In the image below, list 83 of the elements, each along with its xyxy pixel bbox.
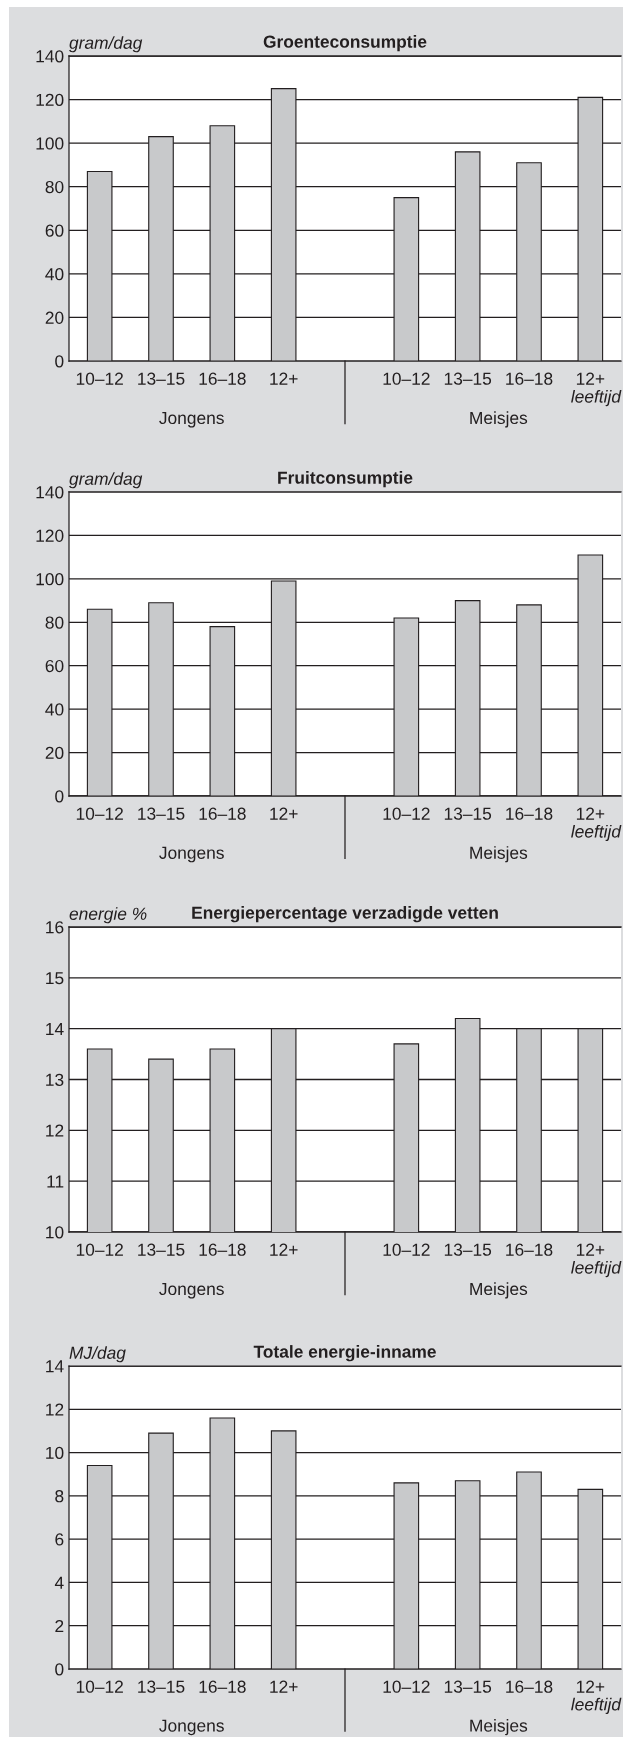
- text: leeftijd: [571, 1697, 622, 1714]
- y-tick-label: 140: [36, 486, 64, 499]
- chart-title: Totale energie-inname: [253, 1345, 436, 1362]
- y-tick-label: 120: [36, 93, 64, 107]
- x-tick-label: 10–12: [76, 807, 123, 820]
- y-tick-label: 10: [46, 1446, 64, 1460]
- x-tick-label: 16–18: [506, 1680, 553, 1693]
- y-axis-title: energie %: [69, 907, 147, 924]
- x-tick-label: 13–15: [138, 1243, 185, 1256]
- chart-title: Energiepercentage verzadigde vetten: [192, 906, 498, 923]
- y-tick-label: 40: [45, 703, 64, 716]
- y-axis-title: MJ/dag: [69, 1346, 126, 1363]
- x-tick-label: 16–18: [199, 807, 246, 820]
- text: Meisjes: [470, 1718, 528, 1736]
- y-axis-title: gram/dag: [69, 36, 143, 53]
- y-tick-label: 2: [55, 1619, 64, 1633]
- y-tick-label: 0: [55, 1663, 64, 1676]
- y-tick-label: 12: [46, 1124, 64, 1137]
- x-tick-label: 10–12: [383, 372, 430, 385]
- x-tick-label: 16–18: [506, 807, 553, 820]
- x-tick-label: 16–18: [199, 1680, 246, 1693]
- y-tick-label: 140: [36, 50, 64, 63]
- y-tick-label: 15: [46, 972, 64, 985]
- x-tick-label: 16–18: [199, 372, 246, 385]
- y-tick-label: 10: [46, 1226, 64, 1239]
- text: Jongens: [159, 411, 224, 428]
- x-tick-label: 10–12: [383, 1680, 430, 1693]
- text: leeftijd: [571, 389, 622, 407]
- text: leeftijd: [571, 1260, 622, 1278]
- text: Meisjes: [470, 846, 528, 863]
- x-tick-label: 12+: [576, 1243, 605, 1256]
- x-tick-label: 12+: [270, 1680, 298, 1693]
- x-tick-label: 10–12: [76, 372, 123, 385]
- x-tick-label: 12+: [576, 1680, 605, 1693]
- x-tick-label: 10–12: [383, 1243, 430, 1256]
- x-tick-label: 16–18: [506, 1243, 553, 1256]
- y-tick-label: 4: [54, 1576, 64, 1589]
- text: Meisjes: [470, 1282, 528, 1299]
- x-tick-label: 13–15: [444, 807, 492, 820]
- x-tick-label: 16–18: [199, 1243, 246, 1256]
- x-tick-label: 13–15: [138, 372, 185, 385]
- y-tick-label: 100: [36, 137, 64, 150]
- y-tick-label: 0: [55, 790, 64, 803]
- y-tick-label: 20: [45, 311, 64, 324]
- x-tick-label: 13–15: [138, 807, 185, 820]
- y-tick-label: 12: [46, 1403, 64, 1416]
- x-tick-label: 12+: [270, 1243, 298, 1256]
- chart-title: Groenteconsumptie: [263, 35, 427, 52]
- x-tick-label: 13–15: [444, 372, 492, 385]
- x-tick-label: 12+: [270, 372, 298, 385]
- y-tick-label: 13: [46, 1073, 64, 1086]
- y-tick-label: 8: [55, 1490, 64, 1503]
- y-tick-label: 20: [45, 746, 64, 760]
- x-tick-label: 12+: [576, 807, 605, 820]
- x-tick-label: 13–15: [444, 1680, 492, 1693]
- y-tick-label: 120: [36, 529, 64, 542]
- x-tick-label: 16–18: [506, 372, 553, 385]
- x-tick-label: 10–12: [76, 1680, 123, 1693]
- x-tick-label: 12+: [270, 807, 298, 820]
- y-tick-label: 40: [45, 268, 64, 281]
- y-tick-label: 11: [47, 1175, 64, 1188]
- chart-title: Fruitconsumptie: [278, 471, 413, 488]
- y-tick-label: 14: [46, 1360, 64, 1373]
- y-tick-label: 16: [46, 921, 64, 934]
- y-axis-title: gram/dag: [69, 472, 143, 489]
- y-tick-label: 14: [46, 1023, 64, 1035]
- text: Jongens: [159, 1282, 224, 1299]
- y-tick-label: 60: [45, 659, 64, 673]
- y-tick-label: 80: [45, 616, 64, 629]
- text: leeftijd: [571, 824, 622, 842]
- x-tick-label: 10–12: [383, 807, 430, 820]
- y-tick-label: 100: [36, 573, 64, 586]
- text: Meisjes: [470, 411, 528, 428]
- x-tick-label: 12+: [576, 372, 605, 385]
- y-tick-label: 60: [45, 224, 64, 237]
- x-tick-label: 13–15: [138, 1680, 185, 1693]
- y-tick-label: 80: [45, 180, 64, 194]
- text: Jongens: [159, 1719, 224, 1736]
- text: Jongens: [159, 846, 224, 863]
- x-tick-label: 13–15: [444, 1243, 492, 1256]
- y-tick-label: 0: [55, 355, 64, 368]
- y-tick-label: 6: [55, 1533, 64, 1546]
- x-tick-label: 10–12: [76, 1243, 123, 1256]
